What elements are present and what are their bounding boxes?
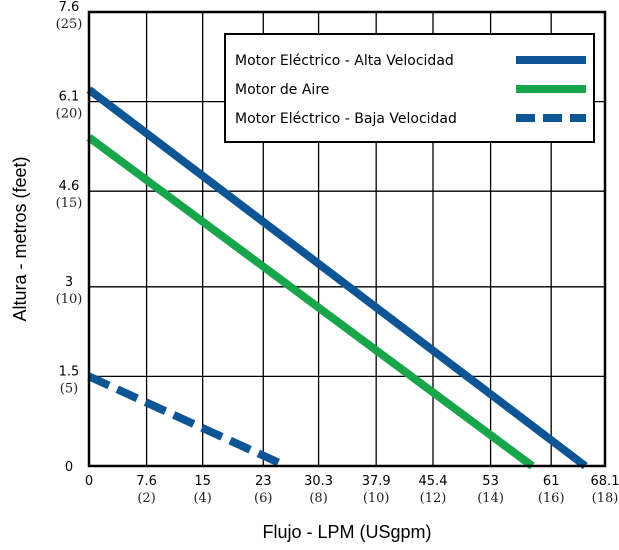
x-tick-sublabel: (2) <box>137 491 155 506</box>
x-tick-label: 61 <box>543 474 560 489</box>
x-tick-sublabel: (14) <box>477 491 504 506</box>
y-tick-label: 1.5 <box>59 364 80 379</box>
x-tick-sublabel: (8) <box>309 491 327 506</box>
x-tick-label: 30.3 <box>304 474 333 489</box>
y-tick-label: 4.6 <box>59 179 80 194</box>
x-tick-label: 0 <box>85 474 93 489</box>
y-tick-sublabel: (5) <box>60 381 78 396</box>
legend-label-1: Motor Eléctrico - Alta Velocidad <box>235 53 454 69</box>
x-tick-label: 7.6 <box>136 474 157 489</box>
y-tick-sublabel: (15) <box>56 196 83 211</box>
x-axis-title: Flujo - LPM (USgpm) <box>262 522 431 542</box>
series-line-2 <box>86 134 535 470</box>
plot-frame <box>87 10 607 468</box>
x-tick-label: 15 <box>194 474 211 489</box>
x-tick-label: 23 <box>255 474 272 489</box>
series-lines <box>86 86 588 470</box>
x-tick-sublabel: (6) <box>254 491 272 506</box>
x-tick-sublabel: (10) <box>363 491 390 506</box>
y-tick-label: 6.1 <box>59 90 80 105</box>
y-tick-sublabel: (25) <box>56 17 83 32</box>
y-tick-label: 0 <box>65 460 73 475</box>
y-axis-ticks: 0 1.5 (5) 3 (10) 4.6 (15) 6.1 (20) 7.6 (25) <box>56 0 83 475</box>
x-tick-sublabel: (4) <box>193 491 211 506</box>
y-tick-label: 3 <box>65 275 73 290</box>
x-tick-label: 68.1 <box>591 474 619 489</box>
y-tick-label: 7.6 <box>59 0 80 15</box>
series-line-3 <box>87 372 288 470</box>
x-tick-label: 53 <box>482 474 499 489</box>
x-tick-sublabel: (18) <box>592 491 619 506</box>
x-tick-label: 37.9 <box>362 474 391 489</box>
x-axis-ticks: 0 7.6 (2) 15 (4) 23 (6) 30.3 (8) 37.9 (10) 45.4 (12)… <box>85 474 619 506</box>
legend: Motor Eléctrico - Alta Velocidad Motor de… <box>224 33 595 143</box>
legend-label-2: Motor de Aire <box>235 82 329 98</box>
x-tick-sublabel: (12) <box>420 491 447 506</box>
series-line-1 <box>86 86 588 470</box>
y-tick-sublabel: (10) <box>56 292 83 307</box>
x-tick-sublabel: (16) <box>538 491 565 506</box>
legend-label-3: Motor Eléctrico - Baja Velocidad <box>235 111 457 127</box>
y-tick-sublabel: (20) <box>56 107 83 122</box>
y-axis-title: Altura - metros (feet) <box>10 156 30 321</box>
x-tick-label: 45.4 <box>419 474 448 489</box>
